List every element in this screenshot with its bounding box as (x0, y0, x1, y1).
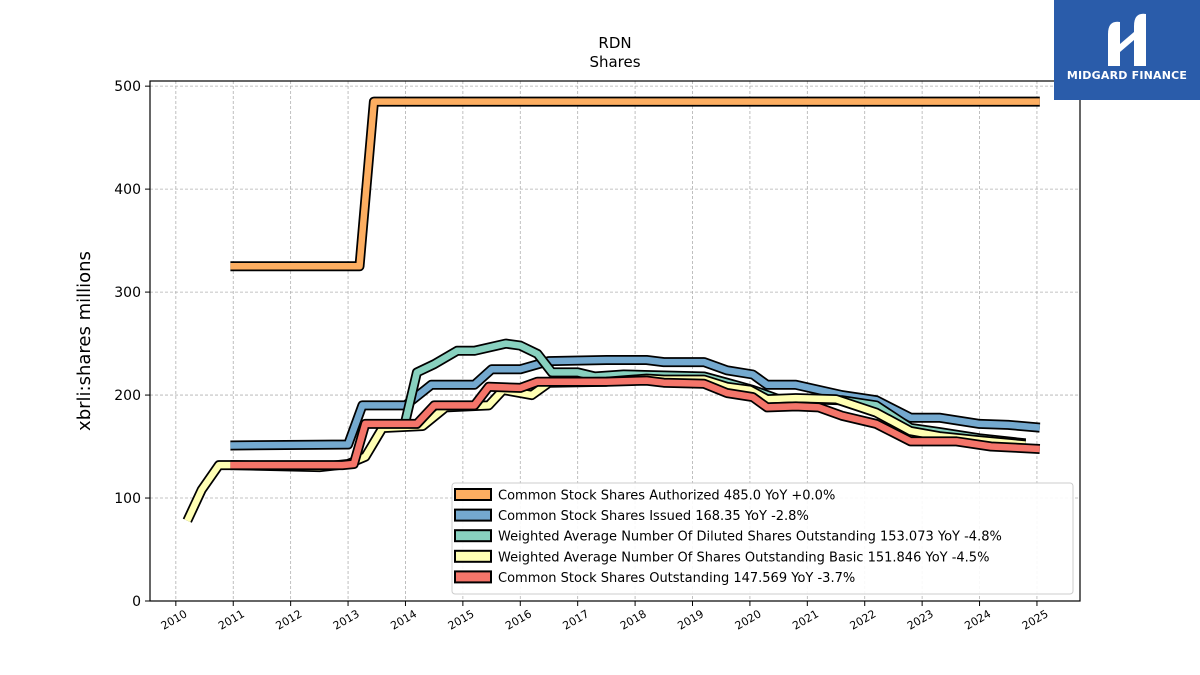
legend-label-4: Common Stock Shares Outstanding 147.569 … (498, 571, 855, 586)
legend-label-3: Weighted Average Number Of Shares Outsta… (498, 550, 989, 565)
legend-swatch-0 (454, 488, 492, 501)
x-tick-label: 2021 (790, 607, 821, 632)
x-axis-ticks: 2010 2011 2012 2013 2014 2015 2016 2017 2018 2019… (159, 601, 1051, 633)
x-tick-label: 2014 (388, 607, 419, 632)
legend: Common Stock Shares Authorized 485.0 YoY… (451, 482, 1074, 595)
legend-swatch-3 (454, 549, 492, 563)
series-line-1 (230, 356, 1041, 449)
y-axis-label: xbrli:shares millions (74, 251, 95, 431)
x-tick-label: 2023 (905, 607, 936, 632)
x-tick-label: 2018 (618, 607, 649, 632)
y-tick-label: 0 (132, 594, 141, 610)
legend-label-2: Weighted Average Number Of Diluted Share… (498, 530, 1002, 545)
legend-label-1: Common Stock Shares Issued 168.35 YoY -2… (498, 509, 809, 524)
x-tick-label: 2015 (446, 607, 477, 632)
chart-title: RDN (598, 34, 631, 52)
y-axis-ticks: 0 100 200 300 400 500 (114, 79, 150, 610)
y-tick-label: 100 (114, 491, 141, 507)
series-line-4 (230, 377, 1040, 469)
y-tick-label: 500 (114, 79, 141, 95)
chart-subtitle: Shares (589, 53, 640, 71)
x-tick-label: 2016 (503, 607, 534, 632)
x-tick-label: 2013 (331, 607, 362, 632)
series-lines (182, 96, 1041, 523)
brand-logo: MIDGARD FINANCE (1054, 0, 1200, 100)
y-tick-label: 200 (114, 388, 141, 404)
x-tick-label: 2012 (274, 607, 305, 632)
x-tick-label: 2010 (159, 607, 190, 632)
brand-name: MIDGARD FINANCE (1066, 69, 1188, 82)
legend-box (451, 482, 1074, 595)
series-line-0 (230, 98, 1040, 270)
legend-swatch-1 (454, 508, 492, 522)
x-tick-label: 2017 (561, 607, 592, 632)
y-tick-label: 400 (114, 182, 141, 198)
x-tick-label: 2022 (848, 607, 879, 632)
x-tick-label: 2019 (675, 607, 706, 632)
x-tick-label: 2025 (1020, 607, 1051, 632)
midgard-logo-icon (1108, 13, 1146, 66)
legend-swatch-2 (454, 529, 492, 543)
x-tick-label: 2011 (216, 607, 247, 632)
x-tick-label: 2020 (733, 607, 764, 632)
legend-label-0: Common Stock Shares Authorized 485.0 YoY… (498, 489, 835, 504)
x-tick-label: 2024 (962, 607, 993, 632)
y-tick-label: 300 (114, 285, 141, 301)
legend-swatch-4 (454, 570, 492, 584)
plot-frame (149, 80, 1081, 602)
